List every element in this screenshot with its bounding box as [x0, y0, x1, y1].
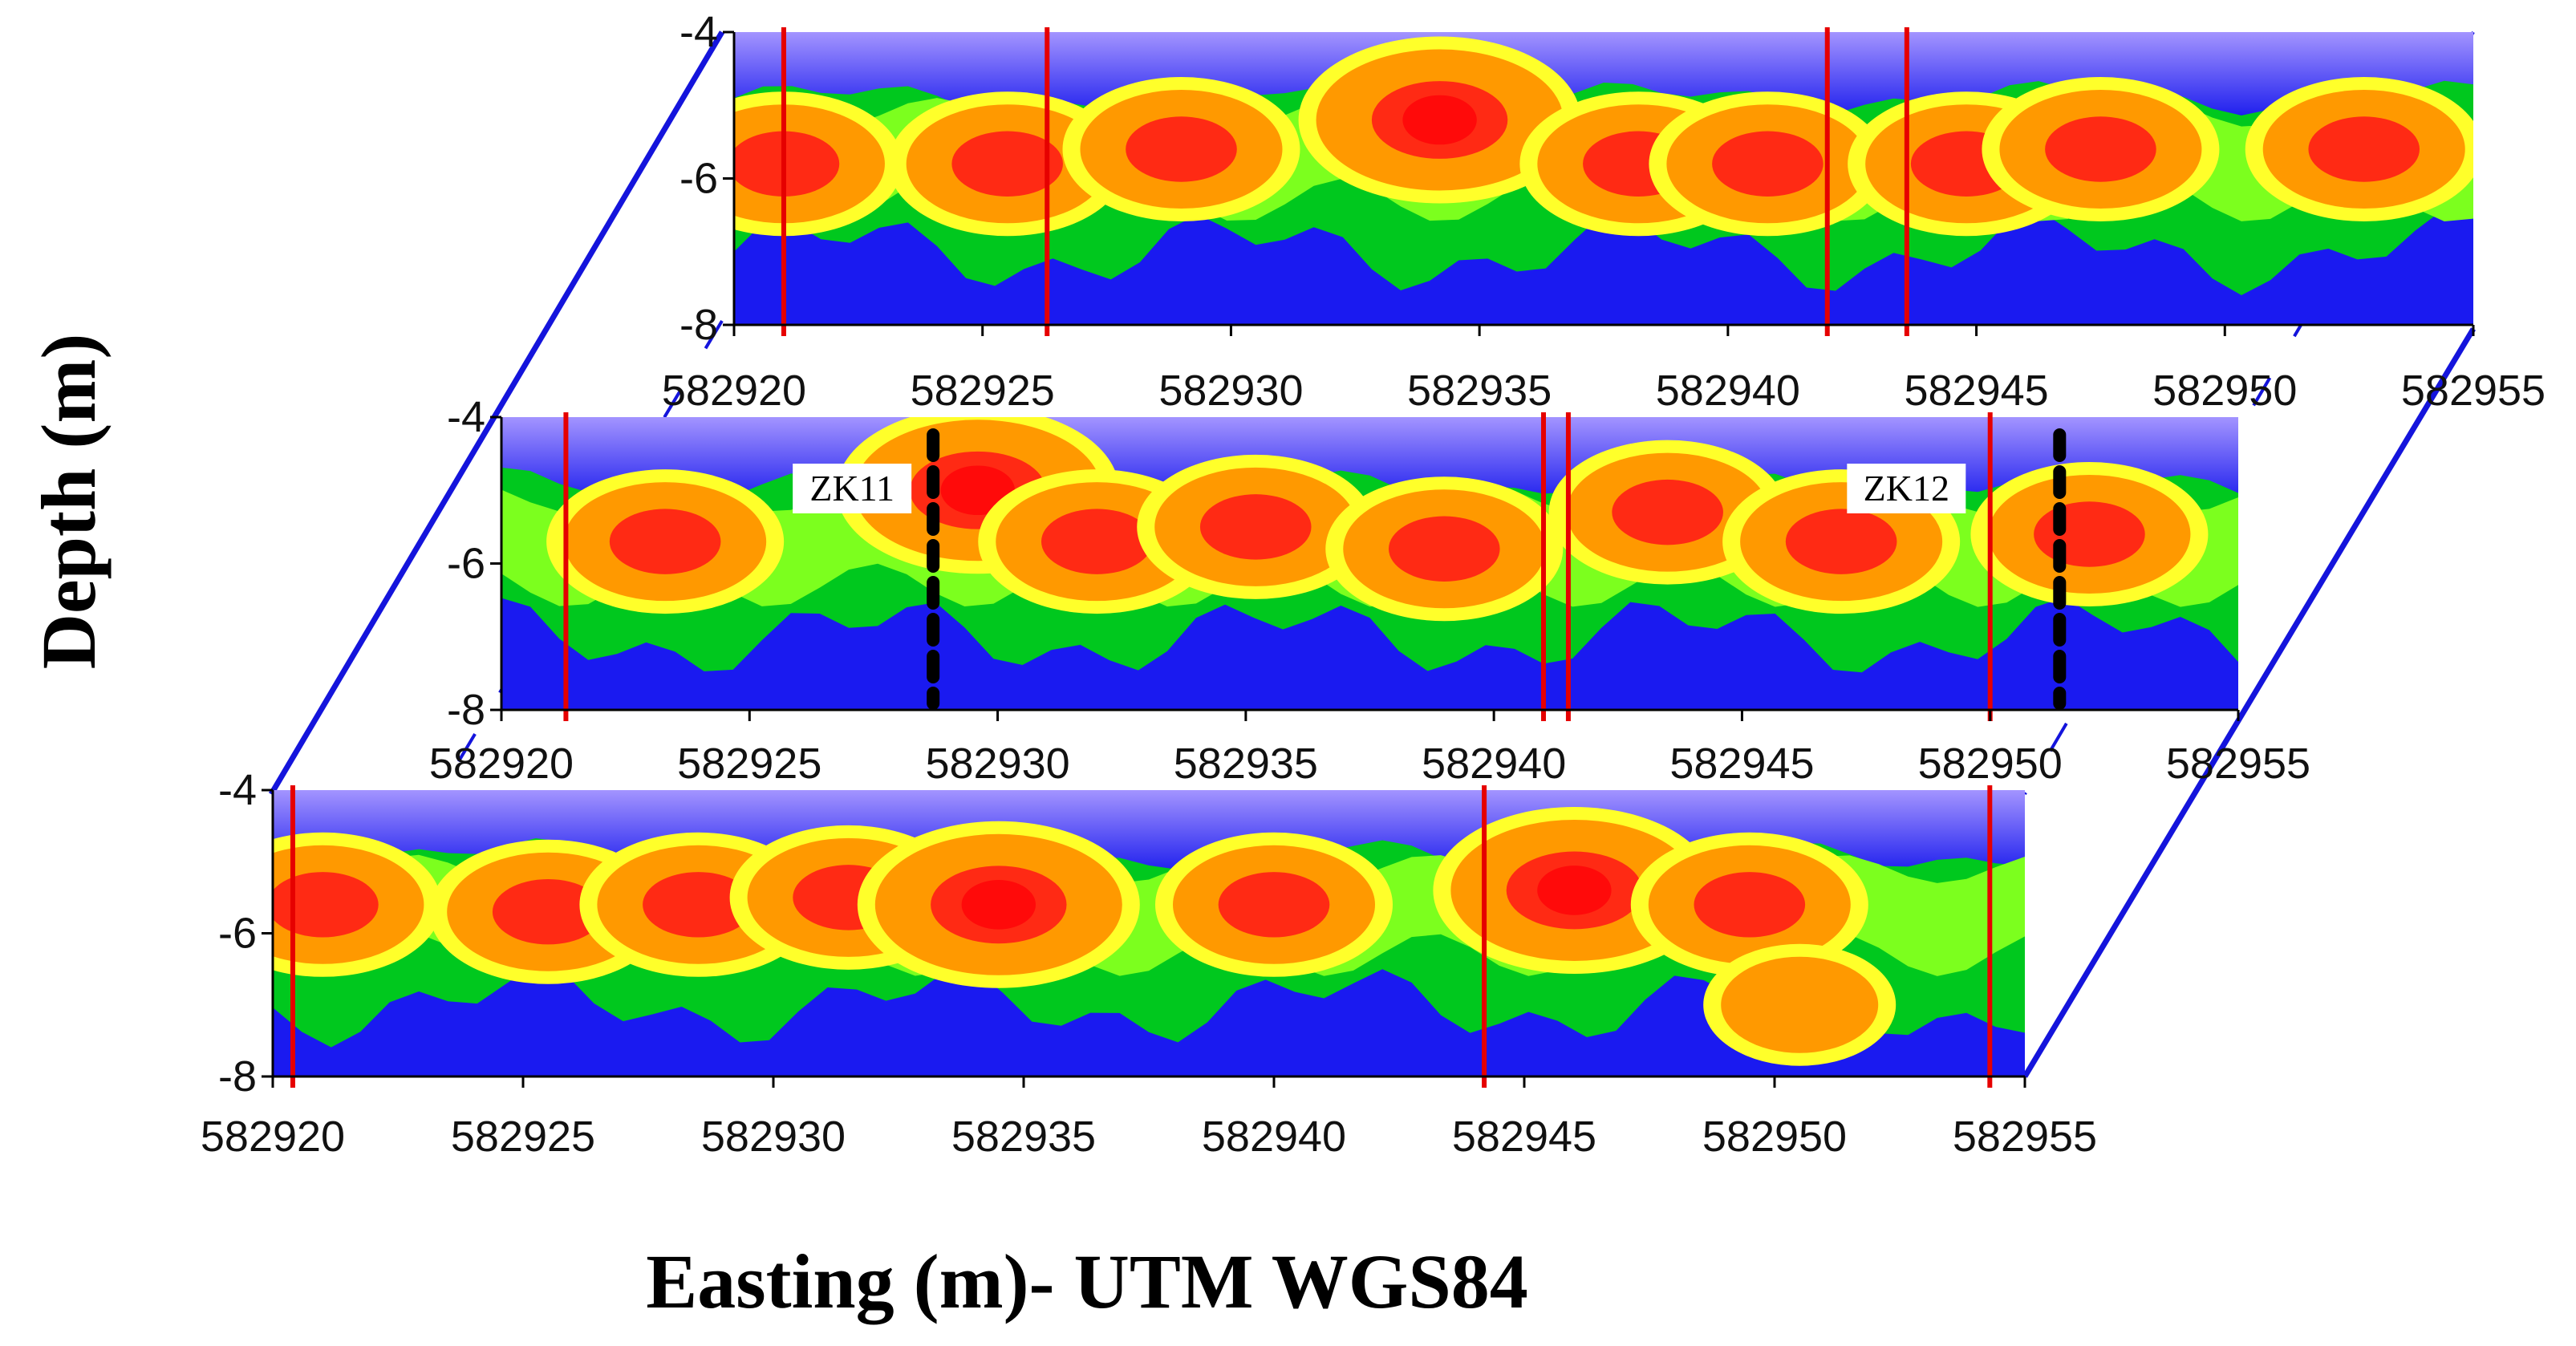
anomaly-front-7 — [1630, 832, 1868, 977]
x-axis-title: Easting (m)- UTM WGS84 — [646, 1239, 1528, 1324]
x-tick-label-front-4: 582940 — [1202, 1113, 1346, 1161]
y-tick-label-front-1: -6 — [218, 910, 257, 958]
x-tick-label-back-5: 582945 — [1904, 367, 2048, 415]
y-tick-label-back-1: -6 — [679, 155, 718, 203]
anomaly-front-0 — [273, 832, 442, 977]
anomaly-back-7 — [1982, 77, 2220, 221]
frame-line-right — [2022, 327, 2477, 1078]
svg-text:ZK11: ZK11 — [809, 468, 895, 509]
y-tick-label-middle-0: -4 — [447, 393, 485, 441]
x-tick-label-middle-6: 582950 — [1918, 740, 2063, 788]
x-tick-label-middle-7: 582955 — [2166, 740, 2310, 788]
anomaly-back-1 — [888, 91, 1126, 237]
profile-panel-back: 582920 582925 582930 582935 582940 582945 5829… — [662, 8, 2546, 415]
anomaly-front-5 — [1155, 832, 1393, 977]
anomaly-back-8 — [2245, 77, 2473, 221]
x-tick-label-middle-1: 582925 — [677, 740, 821, 788]
borehole-label-ZK11: ZK11 — [793, 464, 912, 513]
x-tick-label-front-0: 582920 — [201, 1113, 345, 1161]
y-tick-label-back-0: -4 — [679, 8, 718, 56]
x-tick-label-middle-3: 582935 — [1174, 740, 1318, 788]
y-tick-label-front-2: -8 — [218, 1052, 257, 1101]
x-tick-label-back-1: 582925 — [911, 367, 1055, 415]
x-tick-label-back-7: 582955 — [2401, 367, 2546, 415]
borehole-label-ZK12: ZK12 — [1847, 464, 1966, 513]
x-tick-label-back-6: 582950 — [2152, 367, 2297, 415]
x-tick-label-front-5: 582945 — [1452, 1113, 1596, 1161]
profile-panel-front: 582920 582925 582930 582935 582940 582945 5829… — [201, 766, 2097, 1161]
frame-line-left — [268, 30, 725, 796]
x-tick-label-back-3: 582935 — [1407, 367, 1552, 415]
anomaly-back-3 — [1298, 36, 1581, 204]
x-tick-label-front-7: 582955 — [1953, 1113, 2097, 1161]
anomaly-back-2 — [1062, 77, 1300, 221]
y-axis-title: Depth (m) — [26, 334, 112, 670]
x-tick-label-middle-2: 582930 — [925, 740, 1069, 788]
y-tick-label-middle-2: -8 — [447, 686, 485, 734]
x-tick-label-middle-0: 582920 — [429, 740, 574, 788]
x-tick-label-back-4: 582940 — [1656, 367, 1800, 415]
x-tick-label-front-1: 582925 — [451, 1113, 595, 1161]
y-tick-label-back-2: -8 — [679, 301, 718, 349]
x-tick-label-front-6: 582950 — [1702, 1113, 1847, 1161]
x-tick-label-middle-4: 582940 — [1422, 740, 1566, 788]
x-tick-label-back-0: 582920 — [662, 367, 806, 415]
anomaly-front-8 — [1703, 943, 1897, 1066]
x-tick-label-front-3: 582935 — [951, 1113, 1096, 1161]
y-tick-label-middle-1: -6 — [447, 540, 485, 588]
anomaly-middle-3 — [1137, 454, 1375, 599]
anomaly-middle-7 — [1970, 462, 2209, 606]
anomaly-middle-0 — [546, 469, 785, 614]
svg-text:ZK12: ZK12 — [1864, 468, 1949, 509]
anomaly-back-0 — [734, 91, 903, 237]
x-tick-label-back-2: 582930 — [1158, 367, 1303, 415]
profile-panel-middle: ZK11 ZK12 582920 582925 582930 582935 582940 58… — [429, 393, 2310, 788]
y-tick-label-front-0: -4 — [218, 766, 257, 814]
anomaly-middle-2 — [978, 469, 1216, 614]
x-tick-label-middle-5: 582945 — [1669, 740, 1814, 788]
anomaly-front-4 — [857, 821, 1140, 988]
x-tick-label-front-2: 582930 — [701, 1113, 846, 1161]
anomaly-middle-4 — [1325, 476, 1564, 622]
